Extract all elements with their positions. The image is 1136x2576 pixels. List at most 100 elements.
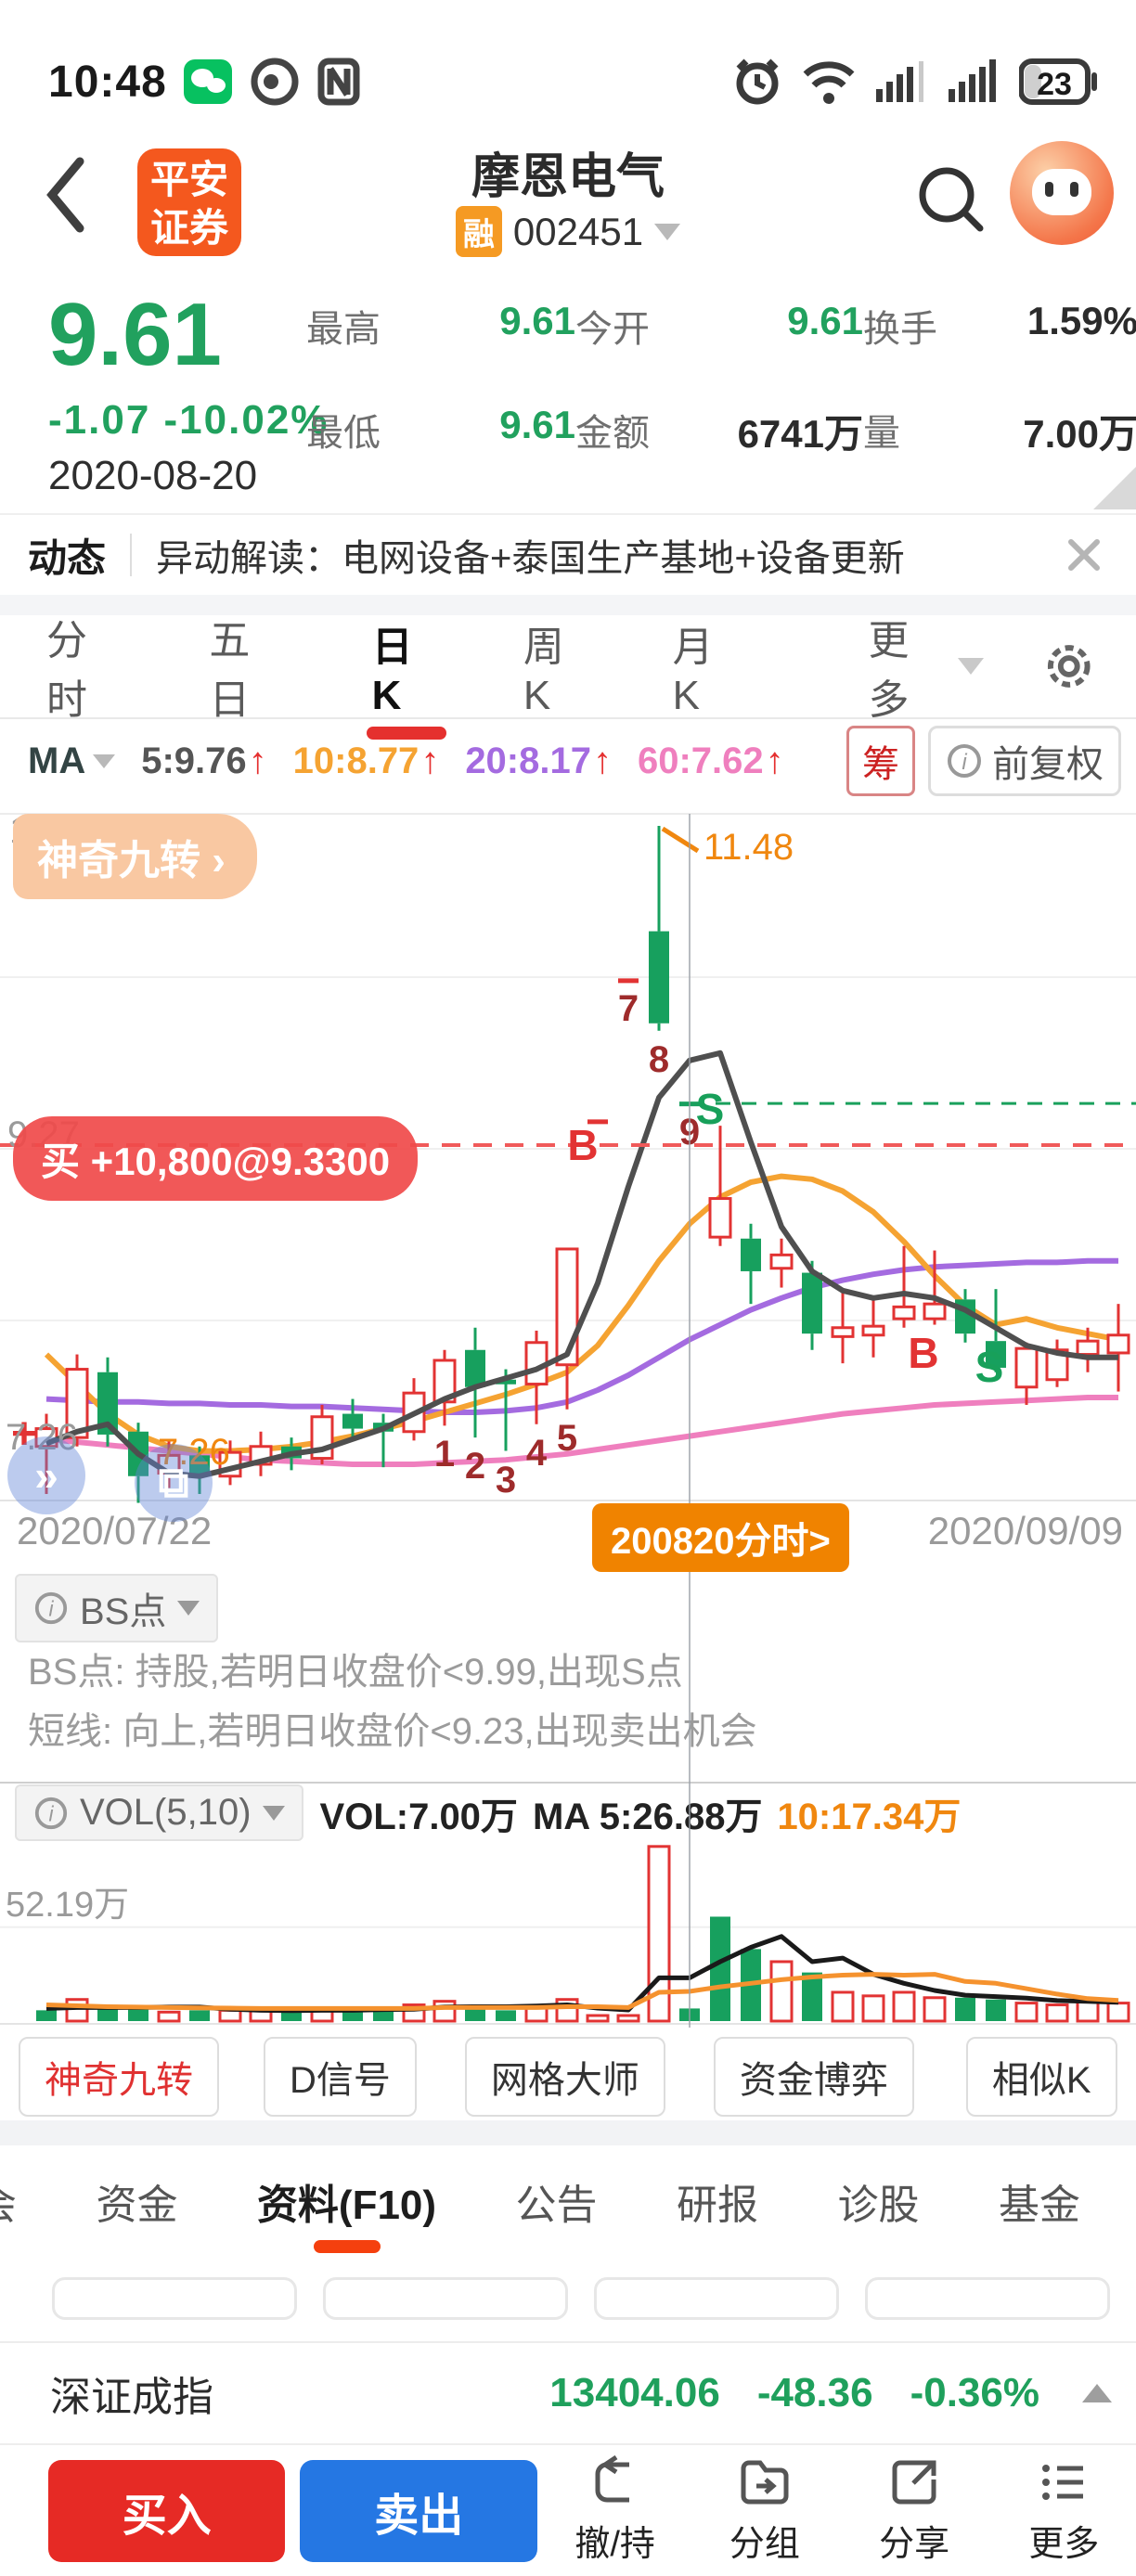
vol-current: VOL:7.00万 — [319, 1796, 518, 1837]
wifi-icon — [803, 61, 855, 104]
tab-fund[interactable]: 基金 — [998, 2183, 1080, 2228]
stock-code: 002451 — [512, 209, 644, 253]
chip-grid-master[interactable]: 网格大师 — [464, 2037, 665, 2117]
expand-corner-handle[interactable] — [1093, 467, 1136, 509]
svg-text:23: 23 — [1037, 67, 1072, 102]
sell-button[interactable]: 卖出 — [300, 2459, 537, 2562]
crosshair-line — [689, 814, 691, 2028]
share-button[interactable]: 分享 — [842, 2455, 986, 2566]
axis-date-start: 2020/07/22 — [17, 1509, 213, 1552]
skeleton-box — [52, 2277, 297, 2320]
revoke-icon — [595, 2455, 629, 2503]
broker-logo[interactable]: 平安 证券 — [137, 148, 241, 256]
stat-label: 最高 — [306, 309, 381, 350]
period-tabs: 分时 五日 日K 周K 月K 更多 — [0, 615, 1136, 723]
header: 平安 证券 摩恩电气 融 002451 — [0, 121, 1136, 278]
buy-button[interactable]: 买入 — [48, 2459, 286, 2562]
kline-chart[interactable]: 11.48 神奇九转 › 11.48 9.27 买 +10,800@9.3300… — [0, 803, 1136, 1522]
svg-text:S: S — [696, 1085, 725, 1133]
svg-text:7: 7 — [618, 988, 639, 1029]
tab-f10[interactable]: 资料(F10) — [257, 2149, 436, 2253]
tab-research[interactable]: 研报 — [677, 2183, 758, 2228]
battery-icon: 23 — [1019, 58, 1097, 105]
wechat-icon — [183, 59, 232, 104]
svg-text:4: 4 — [526, 1433, 548, 1474]
tab-hui[interactable]: 会 — [0, 2149, 17, 2253]
bs-line2: 短线: 向上,若明日收盘价<9.23,出现卖出机会 — [28, 1711, 757, 1752]
up-arrow-icon: ↑ — [765, 740, 784, 781]
y-axis-label-low: 7.26 — [6, 1417, 78, 1458]
separator-band — [0, 595, 1136, 615]
up-arrow-icon: ↑ — [420, 740, 440, 781]
signal-bars2-icon — [949, 59, 996, 102]
svg-text:i: i — [48, 1801, 54, 1825]
alarm-icon — [736, 58, 779, 105]
back-icon[interactable] — [45, 156, 87, 234]
search-icon[interactable] — [910, 158, 993, 241]
info-icon: i — [948, 744, 981, 778]
tab-monthly-k[interactable]: 月K — [672, 625, 714, 718]
price-change: -1.07 -10.02% — [48, 397, 329, 443]
list-more-icon — [1042, 2465, 1084, 2500]
volume-header: i VOL(5,10) VOL:7.00万 MA 5:26.88万 10:17.… — [0, 1784, 1136, 1842]
crosshair-date-badge[interactable]: 200820分时> — [592, 1503, 849, 1572]
index-name: 深证成指 — [50, 2375, 213, 2420]
tab-fenshi[interactable]: 分时 — [46, 618, 87, 723]
mini-chart-button[interactable]: ⧉ — [135, 1444, 213, 1522]
chip-similar-k[interactable]: 相似K — [965, 2037, 1117, 2117]
tab-announcements[interactable]: 公告 — [515, 2183, 598, 2228]
more-button[interactable]: 更多 — [992, 2455, 1136, 2566]
svg-text:i: i — [48, 1597, 54, 1621]
cancel-hold-button[interactable]: 撤/持 — [543, 2455, 687, 2566]
nfc-icon — [317, 58, 360, 106]
gear-icon[interactable] — [1039, 637, 1099, 696]
chip-nine-turn[interactable]: 神奇九转 — [19, 2037, 219, 2117]
buy-cost-badge[interactable]: 买 +10,800@9.3300 — [13, 1116, 419, 1201]
vol-selector[interactable]: i VOL(5,10) — [15, 1784, 303, 1841]
avatar[interactable] — [1010, 141, 1114, 245]
close-icon[interactable] — [1060, 531, 1108, 579]
tab-funds[interactable]: 资金 — [96, 2183, 178, 2228]
tab-diagnosis[interactable]: 诊股 — [837, 2183, 920, 2228]
news-text[interactable]: 异动解读：电网设备+泰国生产基地+设备更新 — [156, 538, 905, 579]
x-axis-row: 2020/07/22 200820分时> 2020/09/09 — [0, 1503, 1136, 1572]
quick-expand-button[interactable]: » — [7, 1436, 85, 1514]
tab-more[interactable]: 更多 — [868, 607, 985, 726]
signal-bars-icon — [876, 61, 923, 102]
quote-stats: 最高 9.61 今开 9.61 换手 1.59% 最低 9.61 金额 6741万 量 7.… — [306, 299, 1136, 459]
tab-wuri[interactable]: 五日 — [209, 618, 251, 723]
skeleton-box — [323, 2277, 568, 2320]
tab-daily-k[interactable]: 日K — [372, 595, 442, 738]
tab-weekly-k[interactable]: 周K — [523, 625, 564, 718]
bs-selector[interactable]: i BS点 — [15, 1574, 219, 1642]
eye-icon — [251, 58, 299, 106]
svg-text:1: 1 — [434, 1434, 455, 1475]
index-pct: -0.36% — [910, 2370, 1039, 2415]
tool-chip-row: 神奇九转 D信号 网格大师 资金博弈 相似K 设置 — [0, 2028, 1136, 2120]
ma-selector[interactable]: MA — [28, 741, 116, 782]
stat-value: 7.00万 — [1023, 412, 1136, 456]
skeleton-box — [594, 2277, 839, 2320]
stat-value: 6741万 — [737, 412, 863, 456]
index-quote-row[interactable]: 深证成指 13404.06 -48.36 -0.36% — [0, 2341, 1136, 2445]
axis-date-end: 2020/09/09 — [927, 1509, 1123, 1552]
volume-canvas[interactable]: 52.19万 — [0, 1842, 1136, 2028]
adjust-mode-button[interactable]: i 前复权 — [928, 726, 1121, 796]
quote-date: 2020-08-20 — [48, 453, 258, 498]
collapse-up-icon[interactable] — [1082, 2384, 1112, 2402]
chips-button[interactable]: 筹 — [846, 726, 915, 796]
volume-chart[interactable]: 52.19万 — [0, 1842, 1136, 2028]
svg-text:52.19万: 52.19万 — [6, 1886, 129, 1925]
chip-fund-game[interactable]: 资金博弈 — [713, 2037, 914, 2117]
stock-subtitle[interactable]: 融 002451 — [0, 206, 1136, 257]
chip-d-signal[interactable]: D信号 — [264, 2037, 417, 2117]
info-icon: i — [34, 1591, 68, 1625]
group-button[interactable]: 分组 — [692, 2455, 836, 2566]
svg-text:8: 8 — [649, 1039, 669, 1080]
up-arrow-icon: ↑ — [592, 740, 612, 781]
nine-turn-badge[interactable]: 神奇九转 › — [13, 814, 257, 899]
kline-canvas[interactable]: 12345789BSBS+ — [0, 803, 1136, 1503]
stock-title: 摩恩电气 — [471, 150, 665, 204]
quote-panel[interactable]: 9.61 -1.07 -10.02% 2020-08-20 最高 9.61 今开 9… — [0, 278, 1136, 515]
